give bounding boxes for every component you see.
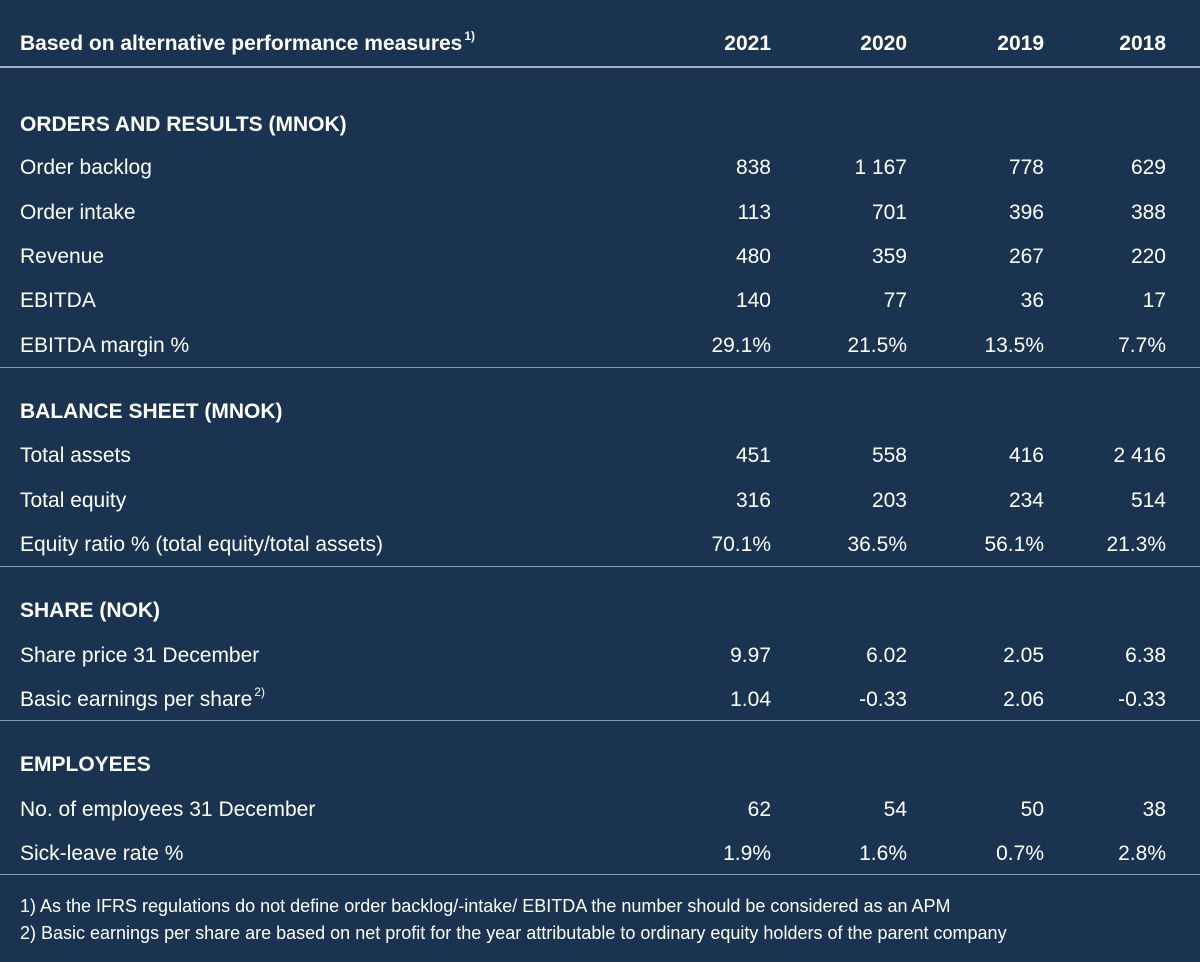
- value-cell: 838: [735, 156, 771, 179]
- value-cell: 21.5%: [847, 334, 907, 357]
- footnote-divider: [0, 874, 1200, 875]
- row-footnote-ref: 2): [254, 685, 265, 699]
- footnote: 2) Basic earnings per share are based on…: [20, 923, 1007, 943]
- value-cell: 21.3%: [1106, 533, 1166, 556]
- value-cell: 480: [735, 245, 771, 268]
- row-label-text: Basic earnings per share: [20, 688, 253, 711]
- value-cell: 56.1%: [984, 533, 1044, 556]
- value-cell: 316: [735, 489, 771, 512]
- value-cell: 558: [871, 444, 907, 467]
- section-title-row: SHARE (NOK): [20, 589, 1168, 633]
- value-cell: -0.33: [1118, 688, 1166, 711]
- value-cell: 17: [1142, 289, 1166, 312]
- value-cell: 2.8%: [1118, 842, 1166, 865]
- row-label: Total assets: [20, 444, 131, 467]
- value-cell: 1 167: [854, 156, 907, 179]
- year-header: 2019: [997, 32, 1044, 55]
- value-cell: 451: [735, 444, 771, 467]
- table-row: EBITDA 140 77 36 17: [20, 279, 1168, 323]
- table-row: Total equity 316 203 234 514: [20, 479, 1168, 523]
- header-label: Based on alternative performance measure…: [20, 22, 475, 66]
- section-divider: [0, 720, 1200, 721]
- section-title-row: BALANCE SHEET (MNOK): [20, 390, 1168, 434]
- row-label: Equity ratio % (total equity/total asset…: [20, 533, 383, 556]
- row-label: EBITDA: [20, 289, 96, 312]
- value-cell: 629: [1130, 156, 1166, 179]
- value-cell: 267: [1008, 245, 1044, 268]
- value-cell: 54: [883, 798, 907, 821]
- row-label: EBITDA margin %: [20, 334, 190, 357]
- value-cell: 7.7%: [1118, 334, 1166, 357]
- row-label: Order backlog: [20, 156, 152, 179]
- row-label: No. of employees 31 December: [20, 798, 316, 821]
- table-row: Order intake 113 701 396 388: [20, 191, 1168, 235]
- section-divider: [0, 367, 1200, 368]
- row-label: Share price 31 December: [20, 644, 260, 667]
- section-title: SHARE (NOK): [20, 599, 160, 622]
- value-cell: 416: [1008, 444, 1044, 467]
- value-cell: 140: [735, 289, 771, 312]
- value-cell: 778: [1008, 156, 1044, 179]
- value-cell: 388: [1130, 201, 1166, 224]
- footnote: 1) As the IFRS regulations do not define…: [20, 896, 951, 916]
- table-row: Revenue 480 359 267 220: [20, 235, 1168, 279]
- value-cell: 514: [1130, 489, 1166, 512]
- row-label: Basic earnings per share 2): [20, 678, 265, 722]
- year-header: 2018: [1119, 32, 1166, 55]
- table-row: No. of employees 31 December 62 54 50 38: [20, 788, 1168, 832]
- value-cell: 234: [1008, 489, 1044, 512]
- value-cell: 1.6%: [859, 842, 907, 865]
- value-cell: 38: [1142, 798, 1166, 821]
- value-cell: 396: [1008, 201, 1044, 224]
- value-cell: 701: [871, 201, 907, 224]
- value-cell: 1.9%: [723, 842, 771, 865]
- value-cell: 113: [737, 201, 771, 224]
- section-title: ORDERS AND RESULTS (MNOK): [20, 113, 347, 136]
- value-cell: 203: [871, 489, 907, 512]
- header-footnote-ref: 1): [464, 29, 476, 43]
- table-row: Share price 31 December 9.97 6.02 2.05 6…: [20, 634, 1168, 678]
- section-title: EMPLOYEES: [20, 753, 151, 776]
- value-cell: 62: [747, 798, 771, 821]
- section-title-row: ORDERS AND RESULTS (MNOK): [20, 103, 1168, 147]
- year-header: 2021: [724, 32, 771, 55]
- table-row: Basic earnings per share 2) 1.04 -0.33 2.…: [20, 678, 1168, 722]
- value-cell: 0.7%: [996, 842, 1044, 865]
- row-label: Revenue: [20, 245, 105, 268]
- section-title: BALANCE SHEET (MNOK): [20, 400, 283, 423]
- section-divider: [0, 566, 1200, 567]
- header-divider: [0, 66, 1200, 68]
- value-cell: 29.1%: [711, 334, 771, 357]
- year-header: 2020: [860, 32, 907, 55]
- table-row: Equity ratio % (total equity/total asset…: [20, 523, 1168, 567]
- value-cell: 50: [1020, 798, 1044, 821]
- value-cell: 6.38: [1125, 644, 1166, 667]
- section-title-row: EMPLOYEES: [20, 743, 1168, 787]
- table-row: Order backlog 838 1 167 778 629: [20, 146, 1168, 190]
- row-label: Sick-leave rate %: [20, 842, 184, 865]
- value-cell: 2.05: [1003, 644, 1044, 667]
- value-cell: 359: [871, 245, 907, 268]
- value-cell: 13.5%: [984, 334, 1044, 357]
- value-cell: 220: [1130, 245, 1166, 268]
- value-cell: 36: [1020, 289, 1044, 312]
- value-cell: 2.06: [1003, 688, 1044, 711]
- value-cell: 6.02: [866, 644, 907, 667]
- header-label-text: Based on alternative performance measure…: [20, 32, 463, 55]
- value-cell: -0.33: [859, 688, 907, 711]
- value-cell: 9.97: [730, 644, 771, 667]
- value-cell: 77: [883, 289, 907, 312]
- value-cell: 36.5%: [847, 533, 907, 556]
- value-cell: 2 416: [1113, 444, 1166, 467]
- value-cell: 70.1%: [711, 533, 771, 556]
- table-row: Sick-leave rate % 1.9% 1.6% 0.7% 2.8%: [20, 832, 1168, 876]
- table-row: Total assets 451 558 416 2 416: [20, 434, 1168, 478]
- table-row: EBITDA margin % 29.1% 21.5% 13.5% 7.7%: [20, 324, 1168, 368]
- row-label: Order intake: [20, 201, 136, 224]
- row-label: Total equity: [20, 489, 127, 512]
- value-cell: 1.04: [730, 688, 771, 711]
- table-header-row: Based on alternative performance measure…: [20, 22, 1168, 66]
